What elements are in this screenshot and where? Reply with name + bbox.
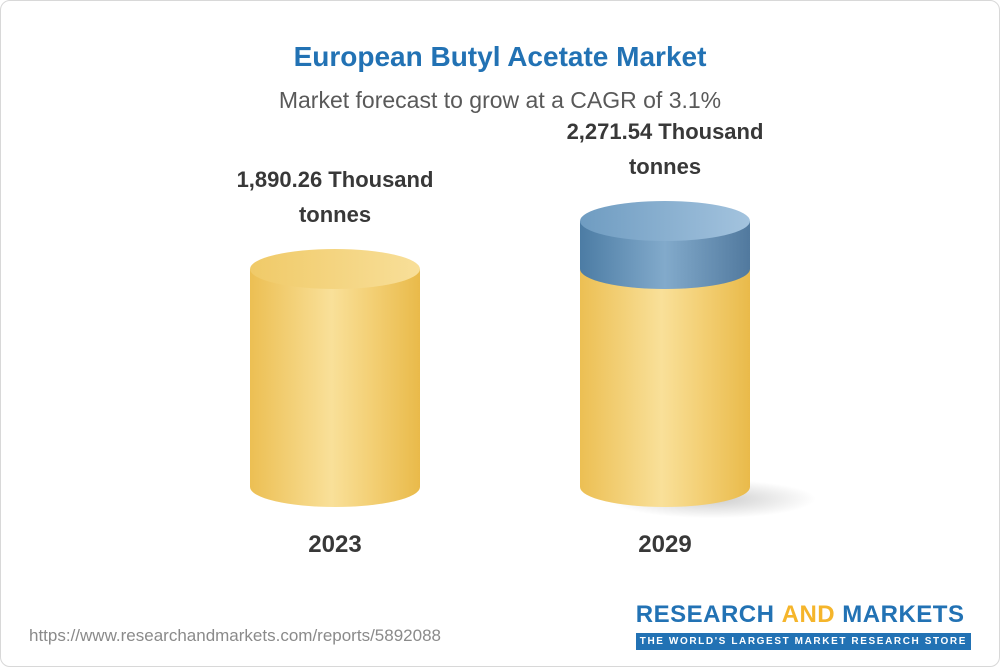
cylinder-2029	[580, 201, 820, 519]
category-label-2023: 2023	[308, 531, 362, 558]
cylinder-top-cap-2023	[250, 249, 420, 289]
base-segment-2029	[580, 269, 750, 507]
cylinder-top-cap-2029	[580, 201, 750, 241]
footer: https://www.researchandmarkets.com/repor…	[29, 601, 971, 650]
bar-column-2029: 2,271.54 Thousand tonnes 2029	[540, 114, 820, 559]
logo-word-and: AND	[781, 601, 836, 628]
logo-wordmark: RESEARCH AND MARKETS	[636, 601, 971, 629]
logo: RESEARCH AND MARKETS THE WORLD'S LARGEST…	[635, 601, 971, 650]
bar-column-2023: 1,890.26 Thousand tonnes 2023	[210, 162, 460, 559]
cylinder-body-2023	[250, 269, 420, 507]
cylinder-2023	[250, 249, 420, 507]
value-label-2023: 1,890.26 Thousand tonnes	[236, 166, 434, 228]
category-label-2029: 2029	[638, 531, 692, 558]
report-url: https://www.researchandmarkets.com/repor…	[29, 626, 441, 645]
chart-subtitle: Market forecast to grow at a CAGR of 3.1…	[278, 87, 722, 113]
chart-title: European Butyl Acetate Market	[293, 41, 707, 72]
plot-area: 1,890.26 Thousand tonnes 2023 2,271.54 T…	[1, 113, 999, 559]
logo-word-research: RESEARCH	[635, 601, 775, 628]
logo-word-markets: MARKETS	[842, 601, 965, 628]
logo-tagline: THE WORLD'S LARGEST MARKET RESEARCH STOR…	[635, 633, 971, 650]
value-label-2029: 2,271.54 Thousand tonnes	[566, 118, 764, 180]
